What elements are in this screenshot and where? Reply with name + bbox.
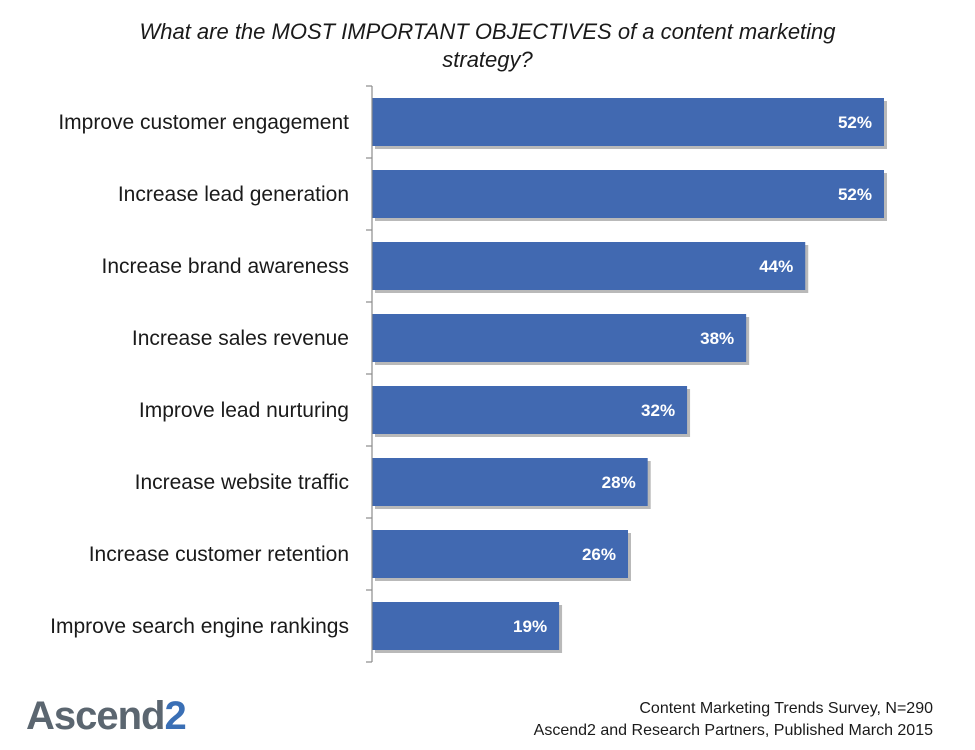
category-label: Increase lead generation [118,183,349,206]
category-label: Increase website traffic [135,471,349,494]
category-label: Improve customer engagement [58,111,349,134]
chart-title-line-2: strategy? [442,47,533,72]
bar [372,170,884,218]
bars-layer: 52% 52% 44% 38% 32% 28% 26% 19% [372,98,887,653]
source-line-2: Ascend2 and Research Partners, Published… [533,722,933,739]
bar [372,314,747,362]
value-label: 52% [838,185,872,204]
bar [372,458,648,506]
bar [372,530,628,578]
source-note: Content Marketing Trends Survey, N=290 A… [534,698,933,742]
value-label: 19% [513,617,547,636]
category-label: Improve search engine rankings [50,615,349,638]
value-label: 38% [700,329,734,348]
chart-title: What are the MOST IMPORTANT OBJECTIVES o… [0,18,975,74]
logo-text: Ascend [26,694,165,738]
chart-title-line-1: What are the MOST IMPORTANT OBJECTIVES o… [139,19,836,44]
category-axis: Improve customer engagement Increase lead… [50,85,373,663]
bar [372,386,688,434]
category-label: Increase customer retention [89,543,349,566]
value-label: 44% [759,257,793,276]
bar [372,98,884,146]
source-line-1: Content Marketing Trends Survey, N=290 [639,700,933,717]
category-label: Increase brand awareness [102,255,349,278]
bar-chart: 52% 52% 44% 38% 32% 28% 26% 19% Improve custome… [50,85,887,663]
value-label: 32% [641,401,675,420]
bar [372,242,806,290]
logo-digit: 2 [164,694,187,738]
value-label: 28% [602,473,636,492]
ascend2-logo: Ascend2 [26,694,187,739]
category-label: Improve lead nurturing [139,399,349,422]
category-label: Increase sales revenue [132,327,349,350]
bar [372,602,560,650]
value-label: 26% [582,545,616,564]
value-label: 52% [838,113,872,132]
